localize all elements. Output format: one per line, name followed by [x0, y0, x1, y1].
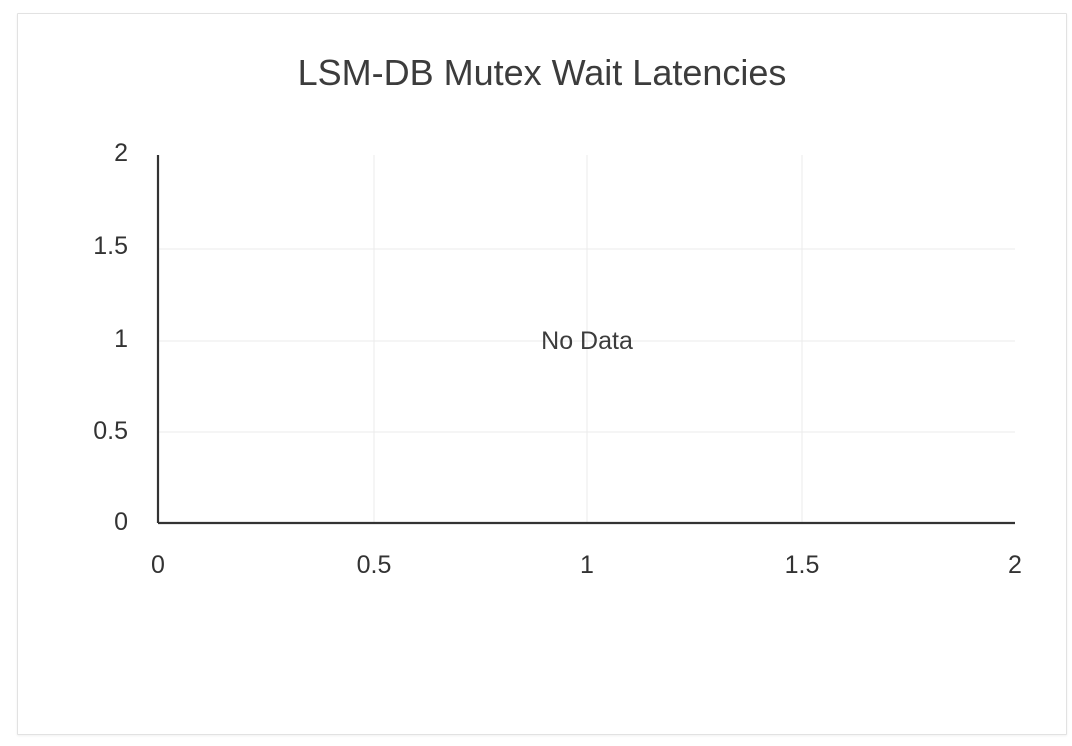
svg-text:0: 0 [114, 508, 128, 536]
svg-text:1.5: 1.5 [785, 551, 820, 579]
svg-text:1: 1 [114, 325, 128, 353]
svg-text:2: 2 [1008, 551, 1022, 579]
svg-text:0.5: 0.5 [357, 551, 392, 579]
svg-text:2: 2 [114, 139, 128, 167]
svg-text:0: 0 [151, 551, 165, 579]
svg-text:No Data: No Data [541, 327, 633, 355]
svg-text:1.5: 1.5 [93, 232, 128, 260]
svg-text:1: 1 [580, 551, 594, 579]
svg-text:0.5: 0.5 [93, 417, 128, 445]
